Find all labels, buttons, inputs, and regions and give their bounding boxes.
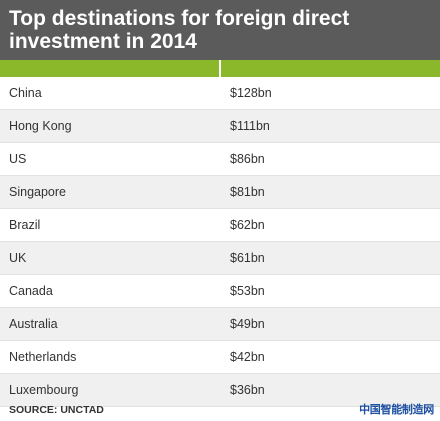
table-row: UK $61bn <box>0 242 440 275</box>
country-cell: Luxembourg <box>0 374 221 407</box>
chart-title: Top destinations for foreign direct inve… <box>9 7 350 53</box>
table-row: Hong Kong $111bn <box>0 110 440 143</box>
table-row: Canada $53bn <box>0 275 440 308</box>
country-cell: Brazil <box>0 209 221 242</box>
country-cell: Australia <box>0 308 221 341</box>
table-row: Netherlands $42bn <box>0 341 440 374</box>
table-row: US $86bn <box>0 143 440 176</box>
chart-header: Top destinations for foreign direct inve… <box>0 0 440 60</box>
watermark-logo: 中国智能制造网 <box>359 404 434 416</box>
table-row: Luxembourg $36bn <box>0 374 440 407</box>
table-row: Australia $49bn <box>0 308 440 341</box>
table-row: Singapore $81bn <box>0 176 440 209</box>
fdi-table: China $128bn Hong Kong $111bn US $86bn Singapo… <box>0 77 440 407</box>
fdi-value-cell: $86bn <box>221 143 440 176</box>
table-row: Brazil $62bn <box>0 209 440 242</box>
fdi-value-cell: $111bn <box>221 110 440 143</box>
country-cell: UK <box>0 242 221 275</box>
table-body: China $128bn Hong Kong $111bn US $86bn Singapo… <box>0 77 440 407</box>
fdi-value-cell: $128bn <box>221 77 440 110</box>
country-cell: Hong Kong <box>0 110 221 143</box>
country-cell: Canada <box>0 275 221 308</box>
fdi-value-cell: $62bn <box>221 209 440 242</box>
fdi-value-cell: $36bn <box>221 374 440 407</box>
country-cell: China <box>0 77 221 110</box>
country-cell: US <box>0 143 221 176</box>
column-divider <box>219 60 221 77</box>
table-row: China $128bn <box>0 77 440 110</box>
fdi-value-cell: $53bn <box>221 275 440 308</box>
source-note: SOURCE: UNCTAD <box>9 404 104 416</box>
fdi-value-cell: $81bn <box>221 176 440 209</box>
country-cell: Singapore <box>0 176 221 209</box>
fdi-value-cell: $42bn <box>221 341 440 374</box>
country-cell: Netherlands <box>0 341 221 374</box>
fdi-value-cell: $49bn <box>221 308 440 341</box>
fdi-value-cell: $61bn <box>221 242 440 275</box>
